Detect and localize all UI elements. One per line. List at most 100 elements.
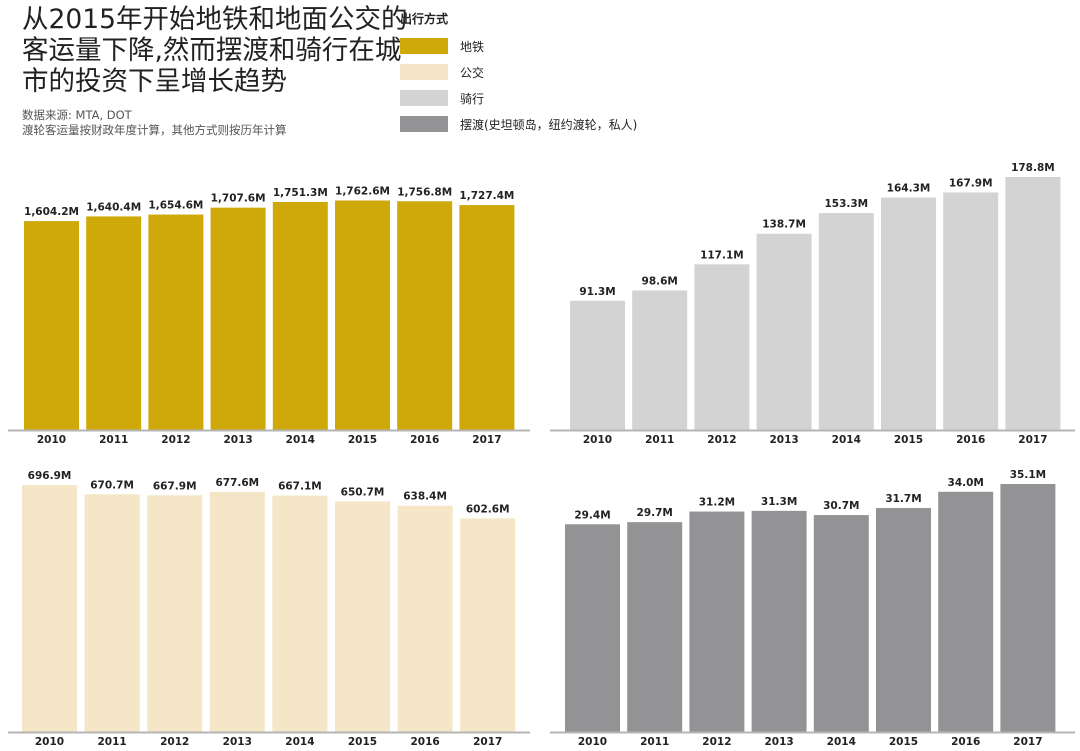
ferry-bar-2013 [751, 510, 807, 732]
legend-item-bus: 公交 [400, 63, 484, 89]
chart-title: 从2015年开始地铁和地面公交的 客运量下降,然而摆渡和骑行在城 市的投资下呈增… [22, 4, 408, 97]
bus-bar-2012 [147, 495, 203, 732]
legend-swatch-bike [400, 90, 448, 106]
bike-value-label-2011: 98.6M [642, 275, 678, 287]
bike-tick-label-2012: 2012 [707, 434, 736, 446]
title-line-1: 从2015年开始地铁和地面公交的 [22, 4, 408, 35]
subway-tick-label-2013: 2013 [223, 434, 252, 446]
bus-value-label-2012: 667.9M [153, 480, 197, 492]
bike-tick-label-2015: 2015 [894, 434, 923, 446]
bus-value-label-2016: 638.4M [403, 491, 447, 503]
legend-label-bike: 骑行 [460, 92, 485, 106]
bike-value-label-2013: 138.7M [762, 219, 806, 231]
bus-bar-2015 [335, 501, 390, 732]
bike-bar-2013 [756, 233, 812, 430]
bus-bar-2017 [460, 518, 516, 732]
legend-label-ferry: 摆渡(史坦顿岛，纽约渡轮，私人) [460, 118, 638, 132]
data-source: 数据来源: MTA, DOT [22, 108, 132, 122]
ferry-value-label-2010: 29.4M [574, 509, 610, 521]
subway-value-label-2017: 1,727.4M [459, 190, 514, 202]
bike-tick-label-2011: 2011 [645, 434, 674, 446]
subway-bar-2010 [24, 221, 79, 430]
ferry-bar-2011 [627, 522, 683, 732]
legend-swatch-bus [400, 64, 448, 80]
subway-bar-2013 [210, 207, 266, 430]
legend-swatch-subway [400, 38, 448, 54]
ferry-tick-label-2016: 2016 [951, 736, 980, 748]
subway-tick-label-2015: 2015 [348, 434, 377, 446]
subway-bar-2011 [86, 216, 142, 430]
subway-bar-2014 [272, 201, 328, 430]
bus-bar-2016 [397, 505, 453, 732]
bus-value-label-2013: 677.6M [215, 477, 259, 489]
ferry-bar-2015 [876, 508, 931, 732]
ferry-value-label-2017: 35.1M [1010, 469, 1046, 481]
bus-bar-2010 [22, 485, 77, 732]
ferry-note: 渡轮客运量按财政年度计算，其他方式则按历年计算 [22, 123, 287, 137]
subway-tick-label-2016: 2016 [410, 434, 439, 446]
legend-title: 出行方式 [400, 12, 449, 26]
bus-bar-2014 [272, 495, 328, 732]
bike-value-label-2017: 178.8M [1011, 162, 1055, 174]
bus-value-label-2010: 696.9M [28, 470, 72, 482]
bike-value-label-2016: 167.9M [949, 177, 993, 189]
bike-bar-2016 [943, 192, 999, 430]
title-line-3: 市的投资下呈增长趋势 [22, 66, 287, 97]
bus-tick-label-2012: 2012 [160, 736, 189, 748]
bike-value-label-2010: 91.3M [579, 286, 615, 298]
ferry-bar-2014 [813, 515, 869, 732]
subway-tick-label-2014: 2014 [286, 434, 315, 446]
bike-value-label-2014: 153.3M [824, 198, 868, 210]
bike-bar-2012 [694, 264, 750, 430]
bike-value-label-2012: 117.1M [700, 249, 744, 261]
subway-value-label-2013: 1,707.6M [211, 193, 266, 205]
source-block: 数据来源: MTA, DOT 渡轮客运量按财政年度计算，其他方式则按历年计算 [22, 108, 287, 138]
bus-tick-label-2010: 2010 [35, 736, 64, 748]
subway-value-label-2015: 1,762.6M [335, 185, 390, 197]
subway-tick-label-2012: 2012 [161, 434, 190, 446]
ferry-tick-label-2014: 2014 [827, 736, 856, 748]
bike-value-label-2015: 164.3M [887, 183, 931, 195]
bus-tick-label-2015: 2015 [348, 736, 377, 748]
subway-tick-label-2010: 2010 [37, 434, 66, 446]
ferry-bar-2010 [565, 524, 620, 732]
ferry-value-label-2013: 31.3M [761, 496, 797, 508]
ferry-value-label-2011: 29.7M [637, 507, 673, 519]
ferry-tick-label-2015: 2015 [889, 736, 918, 748]
ferry-tick-label-2013: 2013 [764, 736, 793, 748]
bus-tick-label-2013: 2013 [223, 736, 252, 748]
bus-value-label-2015: 650.7M [341, 486, 385, 498]
subway-value-label-2016: 1,756.8M [397, 186, 452, 198]
ferry-bar-2012 [689, 511, 745, 732]
bus-bar-2013 [209, 491, 265, 732]
title-line-2: 客运量下降,然而摆渡和骑行在城 [22, 35, 402, 66]
ferry-tick-label-2012: 2012 [702, 736, 731, 748]
ferry-value-label-2016: 34.0M [948, 477, 984, 489]
subway-bar-2015 [335, 200, 390, 430]
ferry-value-label-2015: 31.7M [885, 493, 921, 505]
bike-bar-2010 [570, 300, 625, 430]
bike-tick-label-2013: 2013 [769, 434, 798, 446]
legend-label-bus: 公交 [460, 66, 485, 80]
bike-bar-2011 [632, 290, 688, 430]
subway-value-label-2012: 1,654.6M [148, 200, 203, 212]
legend-item-bike: 骑行 [400, 89, 484, 115]
subway-value-label-2010: 1,604.2M [24, 206, 79, 218]
subway-tick-label-2017: 2017 [472, 434, 501, 446]
bus-tick-label-2017: 2017 [473, 736, 502, 748]
bike-tick-label-2016: 2016 [956, 434, 985, 446]
subway-bar-2016 [397, 201, 453, 430]
ferry-value-label-2012: 31.2M [699, 497, 735, 509]
bus-bar-2011 [84, 494, 140, 732]
subway-bar-2012 [148, 214, 204, 430]
bus-tick-label-2016: 2016 [410, 736, 439, 748]
ferry-bar-2017 [1000, 484, 1056, 732]
subway-value-label-2011: 1,640.4M [86, 201, 141, 213]
bus-tick-label-2011: 2011 [97, 736, 126, 748]
bus-value-label-2014: 667.1M [278, 481, 322, 493]
legend-swatch-ferry [400, 116, 448, 132]
bus-value-label-2011: 670.7M [90, 479, 134, 491]
